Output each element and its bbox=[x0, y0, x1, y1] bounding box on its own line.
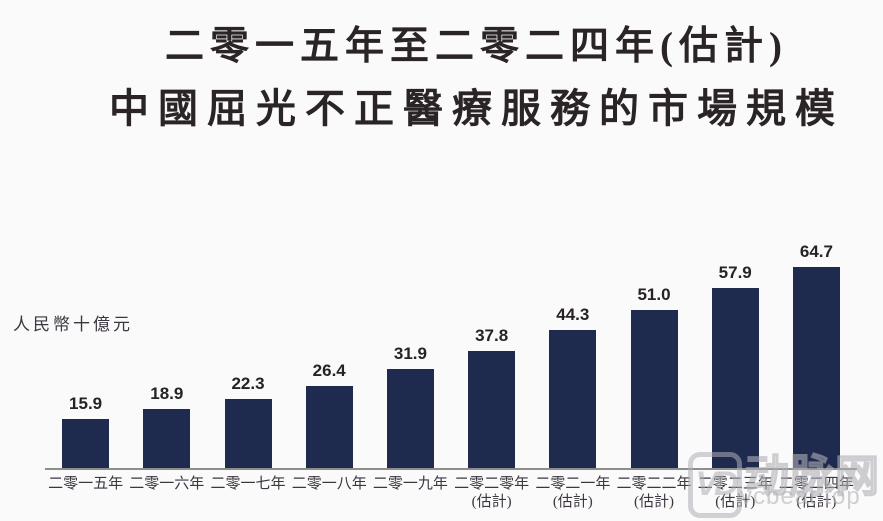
x-axis-label-estimate: (估計) bbox=[552, 494, 593, 510]
bar bbox=[62, 419, 110, 468]
bar-value-label: 26.4 bbox=[312, 361, 346, 380]
x-axis-label: 二零二三年 (估計) bbox=[695, 475, 776, 511]
bar-chart-plot-area: 15.9 18.9 22.3 26.4 31.9 37.8 44.3 51.0 … bbox=[45, 238, 857, 470]
x-axis-label: 二零二一年 (估計) bbox=[532, 475, 613, 511]
x-axis-label-year: 二零一五年 bbox=[48, 476, 124, 492]
bar-slot: 51.0 bbox=[613, 238, 694, 468]
y-axis-unit-label: 人民幣十億元 bbox=[13, 315, 133, 334]
bar bbox=[224, 399, 272, 468]
x-axis-label: 二零一五年 bbox=[45, 475, 126, 511]
bar-slot: 22.3 bbox=[207, 238, 288, 468]
bar-value-label: 51.0 bbox=[637, 285, 671, 304]
bar-value-label: 37.8 bbox=[475, 326, 509, 345]
x-axis-label-year: 二零一七年 bbox=[210, 476, 286, 492]
x-axis-label-year: 二零二四年 bbox=[778, 476, 854, 492]
bar bbox=[468, 351, 516, 468]
bar bbox=[549, 330, 597, 468]
bar-slot: 44.3 bbox=[532, 238, 613, 468]
bar-value-label: 18.9 bbox=[150, 384, 184, 403]
x-axis-label-year: 二零一九年 bbox=[372, 476, 448, 492]
x-axis-label-estimate: (估計) bbox=[471, 494, 512, 510]
bar-slot: 57.9 bbox=[695, 238, 776, 468]
bar-slot: 26.4 bbox=[289, 238, 370, 468]
x-axis-label: 二零一七年 bbox=[207, 475, 288, 511]
x-axis-label: 二零一九年 bbox=[370, 475, 451, 511]
x-axis-label-year: 二零二三年 bbox=[697, 476, 773, 492]
x-axis-label-year: 二零二二年 bbox=[616, 476, 692, 492]
bar bbox=[386, 369, 434, 468]
x-axis-label-estimate: (估計) bbox=[634, 494, 675, 510]
x-axis-label: 二零二二年 (估計) bbox=[613, 475, 694, 511]
bar bbox=[792, 267, 840, 468]
bar bbox=[305, 386, 353, 468]
bar-value-label: 64.7 bbox=[799, 242, 833, 261]
x-axis-label-year: 二零一六年 bbox=[129, 476, 205, 492]
bar-slot: 37.8 bbox=[451, 238, 532, 468]
x-axis-label-estimate: (估計) bbox=[796, 494, 837, 510]
bar bbox=[711, 288, 759, 468]
x-axis-label-estimate: (估計) bbox=[715, 494, 756, 510]
x-axis-label: 二零二四年 (估計) bbox=[776, 475, 857, 511]
x-axis-label: 二零二零年 (估計) bbox=[451, 475, 532, 511]
bar bbox=[630, 310, 678, 468]
bar-value-label: 44.3 bbox=[556, 305, 590, 324]
x-axis-label-year: 二零二一年 bbox=[535, 476, 611, 492]
bar-value-label: 15.9 bbox=[69, 394, 103, 413]
x-axis-label-year: 二零二零年 bbox=[454, 476, 530, 492]
x-axis-label: 二零一八年 bbox=[289, 475, 370, 511]
bar-value-label: 22.3 bbox=[231, 374, 265, 393]
chart-title-line1: 二零一五年至二零二四年(估計) bbox=[165, 25, 788, 68]
chart-title: 二零一五年至二零二四年(估計) 中國屈光不正醫療服務的市場規模 bbox=[0, 16, 883, 140]
bar-slot: 15.9 bbox=[45, 238, 126, 468]
bar-value-label: 31.9 bbox=[393, 344, 427, 363]
x-axis-labels: 二零一五年 二零一六年 二零一七年 二零一八年 二零一九年 二零二零年 (估計)… bbox=[45, 475, 857, 511]
x-axis-label-year: 二零一八年 bbox=[291, 476, 367, 492]
chart-title-line2: 中國屈光不正醫療服務的市場規模 bbox=[109, 86, 844, 131]
bar-slot: 18.9 bbox=[126, 238, 207, 468]
bar-slot: 64.7 bbox=[776, 238, 857, 468]
bar bbox=[143, 409, 191, 468]
bar-value-label: 57.9 bbox=[718, 263, 752, 282]
bar-slot: 31.9 bbox=[370, 238, 451, 468]
x-axis-label: 二零一六年 bbox=[126, 475, 207, 511]
